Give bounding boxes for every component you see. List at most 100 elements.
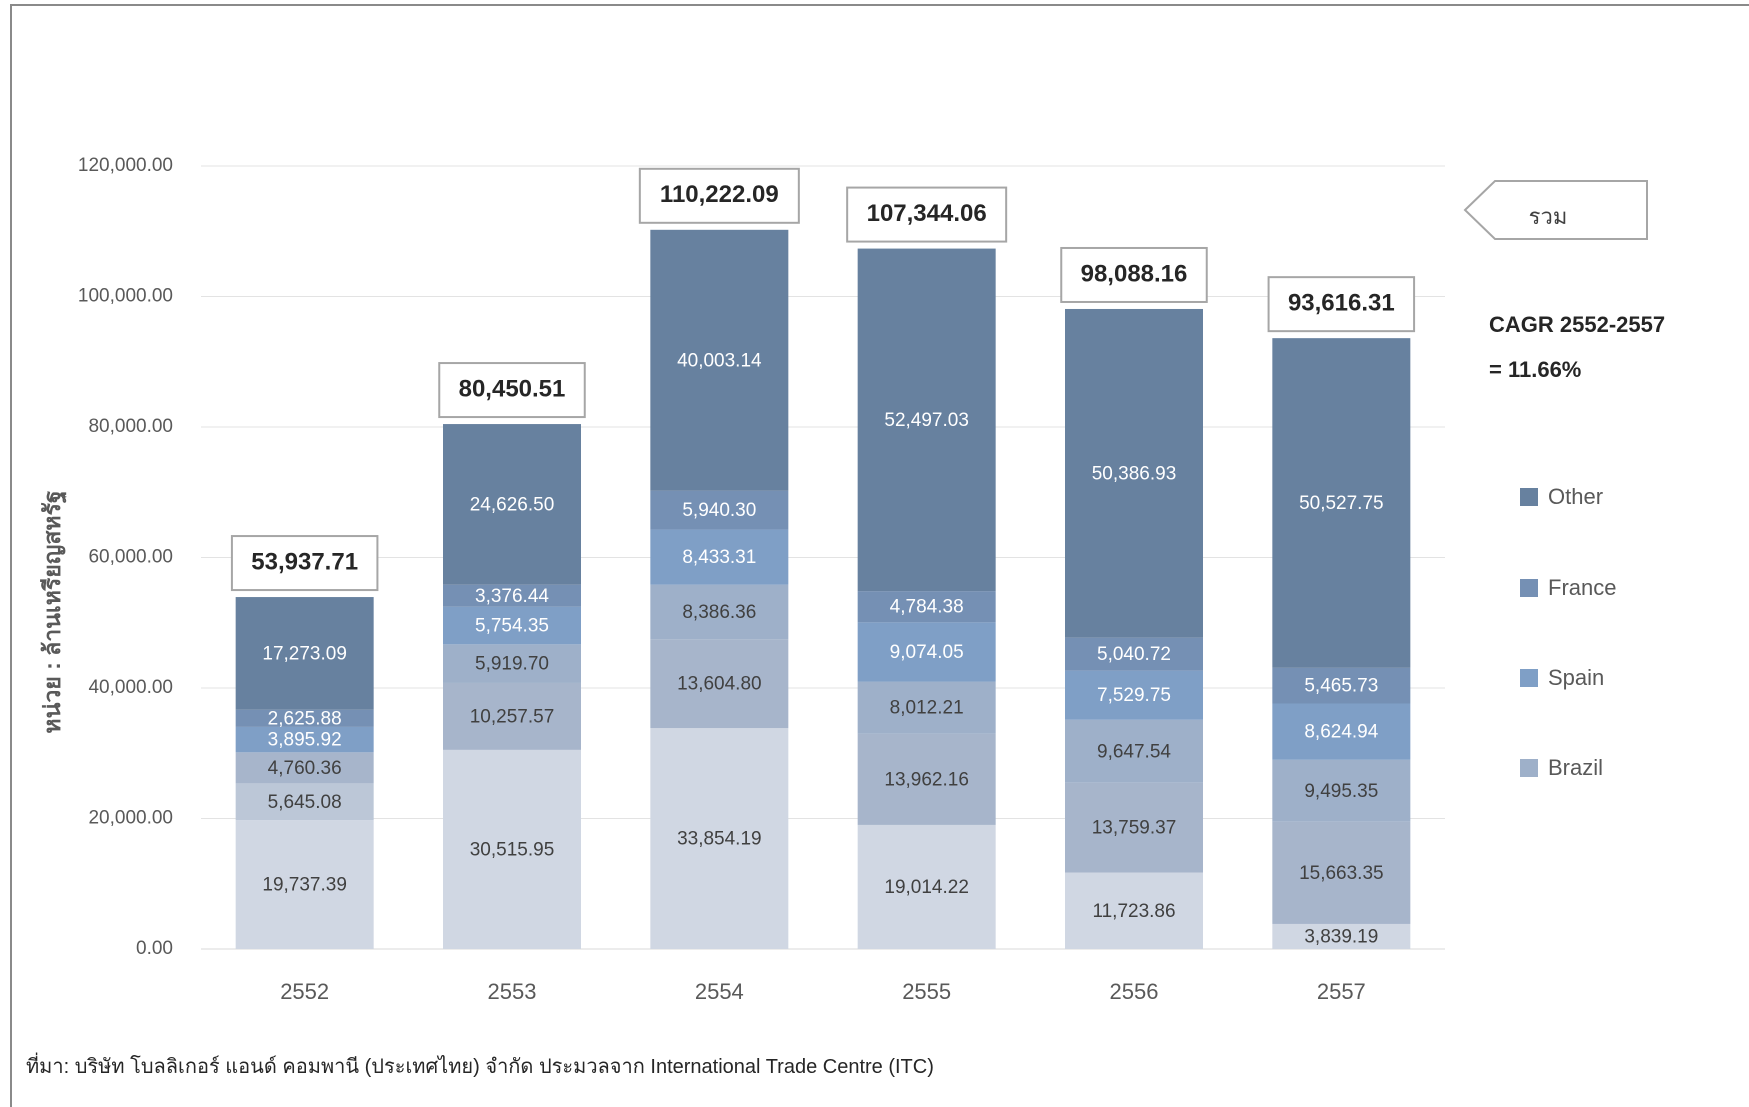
legend-label: France	[1548, 575, 1616, 600]
bar-segment	[235, 752, 374, 784]
bar-segment	[1065, 637, 1203, 671]
segment-label: 50,386.93	[1092, 463, 1177, 484]
cagr-line-1: CAGR 2552-2557	[1489, 312, 1665, 337]
x-tick-label: 2555	[902, 979, 951, 1004]
total-labels: 53,937.71 80,450.51 110,222.09 107,344.06 98…	[230, 167, 1416, 592]
bar-segment	[443, 584, 581, 607]
y-tick-label: 40,000.00	[88, 677, 173, 698]
bar-segment	[1272, 759, 1411, 822]
segment-label: 9,074.05	[890, 642, 964, 663]
bar-segment	[1065, 670, 1203, 720]
legend-label: Brazil	[1548, 755, 1603, 780]
segment-label: 13,759.37	[1092, 818, 1177, 839]
bar-segment	[1272, 667, 1411, 704]
total-label-box	[438, 362, 586, 419]
segment-label: 4,760.36	[268, 758, 342, 779]
segment-labels: 19,737.39 5,645.08 4,760.36 3,895.922,625.8…	[262, 350, 1383, 947]
x-axis-tick-labels: 2552 2553 2554 2555 2556 2557	[280, 979, 1366, 1004]
segment-label: 3,376.44	[475, 586, 549, 607]
y-tick-label: 100,000.00	[78, 286, 173, 307]
chart-frame	[10, 4, 1749, 1107]
total-label: 107,344.06	[867, 200, 987, 227]
segment-label: 40,003.14	[677, 350, 762, 371]
segment-label: 33,854.19	[677, 829, 762, 850]
segment-label: 2,625.88	[268, 708, 342, 729]
segment-label: 8,433.31	[682, 547, 756, 568]
bar-segment	[1065, 719, 1203, 783]
total-label: 110,222.09	[660, 181, 779, 208]
total-callout: รวม	[1463, 180, 1648, 240]
bar-segment	[443, 606, 581, 645]
bar-segment	[650, 490, 789, 530]
segment-label: 5,754.35	[475, 616, 549, 637]
bar-segment	[235, 709, 374, 727]
total-label-box	[846, 186, 1008, 243]
y-axis-tick-labels: 0.00 20,000.00 40,000.00 60,000.00 80,000.00…	[78, 155, 173, 959]
legend-label: Spain	[1548, 665, 1604, 690]
bar-segment	[1065, 308, 1203, 638]
legend-item: Other	[1520, 484, 1603, 509]
bars	[235, 229, 1411, 949]
bar-segment	[443, 424, 581, 585]
legend-label: Other	[1548, 484, 1603, 509]
bar-segment	[235, 783, 374, 821]
y-tick-label: 20,000.00	[88, 808, 173, 829]
total-label: 53,937.71	[251, 548, 358, 575]
total-label-box	[638, 167, 800, 224]
x-tick-label: 2556	[1110, 979, 1159, 1004]
total-label: 93,616.31	[1288, 289, 1395, 316]
legend: Other France Spain Brazil	[1520, 484, 1616, 780]
total-callout-label: รวม	[1529, 204, 1568, 229]
bar-segment	[1272, 923, 1411, 949]
total-label: 98,088.16	[1081, 260, 1188, 287]
segment-label: 5,919.70	[475, 654, 549, 675]
segment-label: 52,497.03	[884, 410, 969, 431]
bar-segment	[650, 639, 789, 729]
segment-label: 50,527.75	[1299, 493, 1384, 514]
bar-segment	[235, 820, 374, 949]
segment-label: 24,626.50	[470, 494, 555, 515]
legend-swatch	[1520, 669, 1538, 687]
segment-label: 19,014.22	[884, 877, 969, 898]
bar-segment	[1272, 338, 1411, 668]
segment-label: 5,645.08	[268, 792, 342, 813]
bar-segment	[857, 733, 996, 825]
segment-label: 13,962.16	[884, 769, 969, 790]
legend-swatch	[1520, 759, 1538, 777]
segment-label: 5,940.30	[682, 500, 756, 521]
total-label-box	[1267, 276, 1416, 333]
y-tick-label: 60,000.00	[88, 547, 173, 568]
bar-segment	[857, 681, 996, 734]
bar-segment	[857, 824, 996, 949]
segment-label: 7,529.75	[1097, 685, 1171, 706]
x-tick-label: 2552	[280, 979, 329, 1004]
segment-label: 30,515.95	[470, 839, 555, 860]
bar-segment	[1272, 703, 1411, 760]
segment-label: 3,839.19	[1304, 926, 1378, 947]
bar-segment	[1065, 872, 1203, 949]
total-label-box	[230, 535, 379, 592]
y-tick-label: 80,000.00	[88, 416, 173, 437]
segment-label: 17,273.09	[262, 643, 347, 664]
segment-label: 13,604.80	[677, 674, 762, 695]
grid-lines	[201, 165, 1445, 950]
legend-item: France	[1520, 575, 1616, 600]
segment-label: 8,386.36	[682, 602, 756, 623]
x-tick-label: 2554	[695, 979, 744, 1004]
segment-label: 8,012.21	[890, 698, 964, 719]
bar-segment	[650, 728, 789, 949]
segment-label: 9,495.35	[1304, 781, 1378, 802]
segment-label: 5,465.73	[1304, 676, 1378, 697]
segment-label: 9,647.54	[1097, 741, 1171, 762]
segment-label: 8,624.94	[1304, 722, 1378, 743]
x-tick-label: 2553	[488, 979, 537, 1004]
bar-segment	[857, 622, 996, 682]
segment-label: 5,040.72	[1097, 644, 1171, 665]
bar-segment	[235, 597, 374, 710]
bar-segment	[857, 591, 996, 623]
legend-item: Spain	[1520, 665, 1604, 690]
legend-swatch	[1520, 579, 1538, 597]
bar-segment	[650, 584, 789, 640]
bar-segment	[650, 229, 789, 491]
